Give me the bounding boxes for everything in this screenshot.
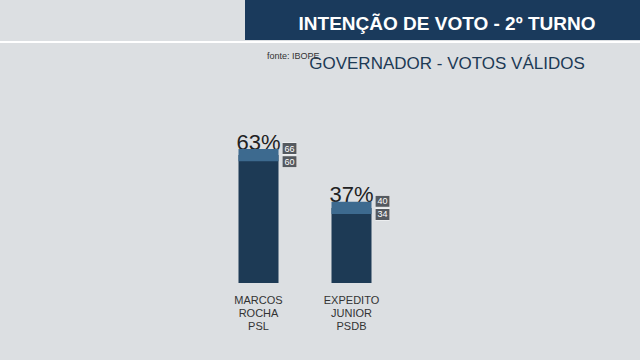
svg-text:INTENÇÃO DE VOTO - 2º TURNO: INTENÇÃO DE VOTO - 2º TURNO	[299, 13, 596, 34]
svg-text:PSDB: PSDB	[337, 320, 367, 332]
svg-text:37%: 37%	[329, 182, 374, 208]
svg-text:GOVERNADOR - VOTOS VÁLIDOS: GOVERNADOR - VOTOS VÁLIDOS	[309, 54, 585, 73]
svg-text:fonte: IBOPE: fonte: IBOPE	[267, 51, 320, 61]
svg-text:ROCHA: ROCHA	[239, 307, 279, 319]
svg-text:PSL: PSL	[248, 320, 269, 332]
svg-text:34: 34	[378, 209, 388, 219]
svg-text:40: 40	[378, 196, 388, 206]
svg-text:MARCOS: MARCOS	[234, 294, 282, 306]
svg-text:66: 66	[285, 144, 295, 154]
svg-text:EXPEDITO: EXPEDITO	[324, 294, 380, 306]
svg-text:63%: 63%	[236, 129, 281, 155]
svg-text:JUNIOR: JUNIOR	[331, 307, 372, 319]
svg-text:60: 60	[285, 157, 295, 167]
